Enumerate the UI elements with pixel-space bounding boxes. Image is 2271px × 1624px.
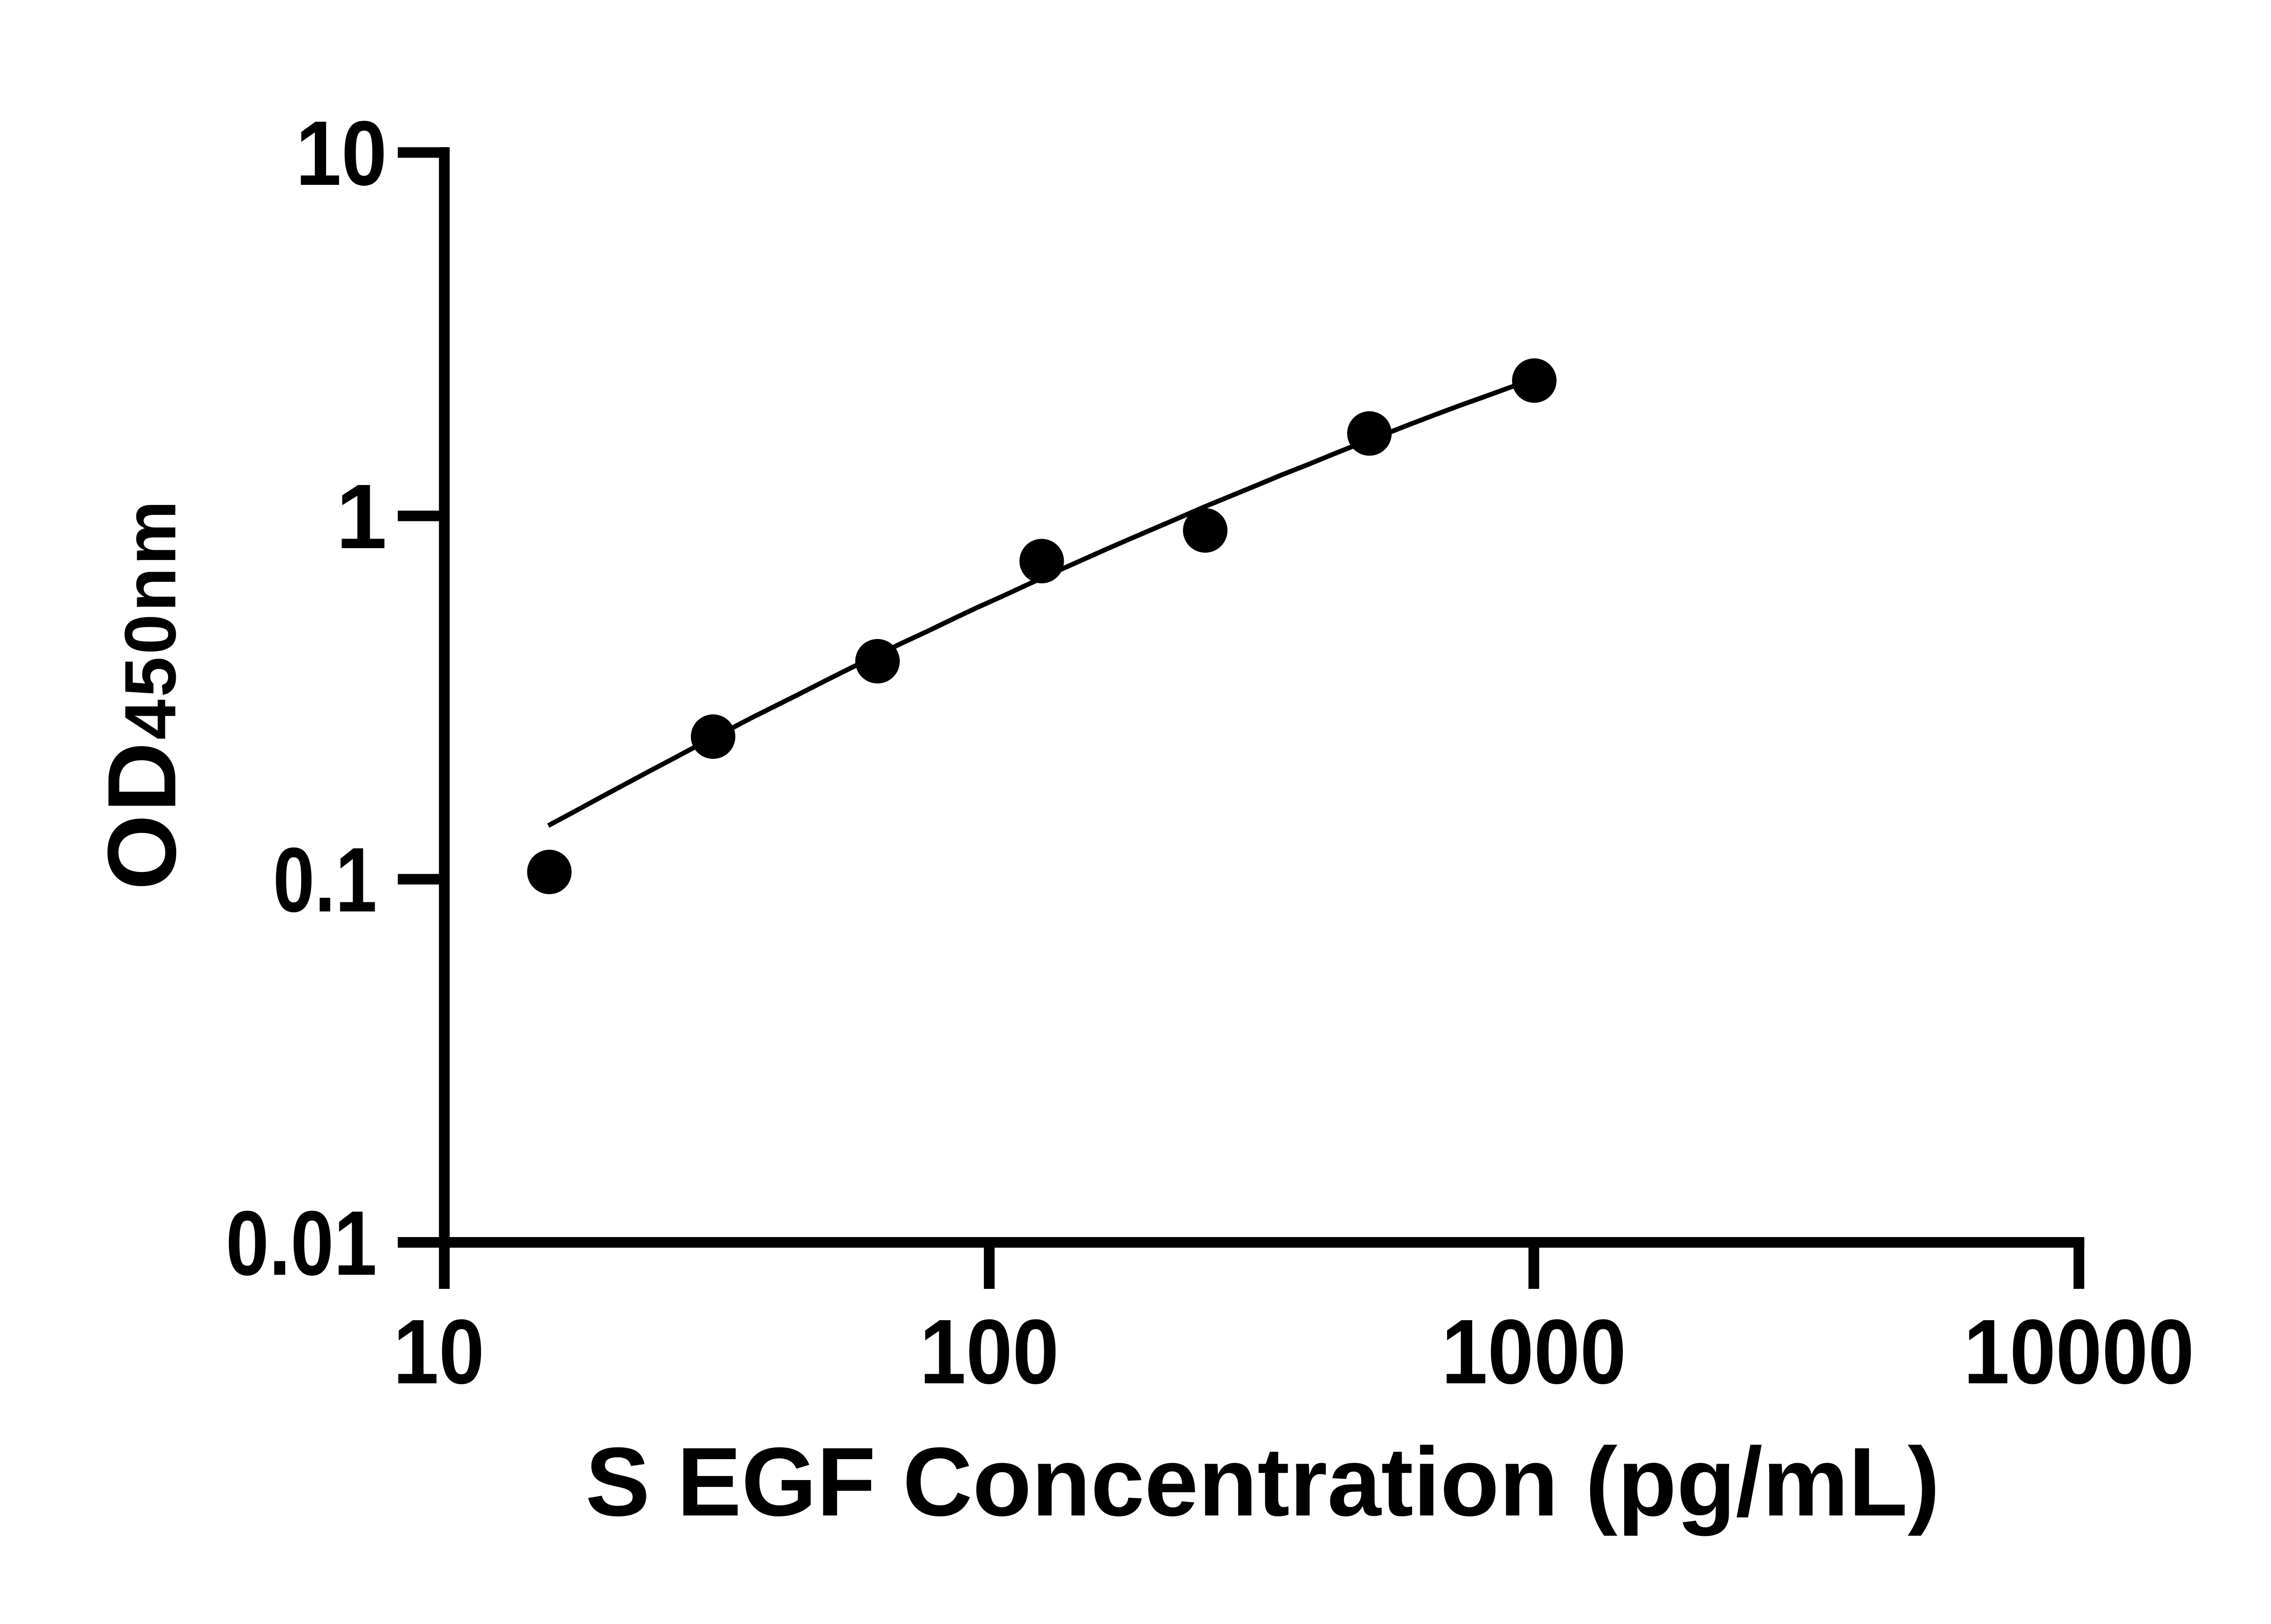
svg-text:10: 10 — [393, 1300, 485, 1403]
svg-text:10000: 10000 — [1964, 1300, 2194, 1403]
svg-text:1: 1 — [336, 465, 387, 568]
svg-text:0.1: 0.1 — [273, 828, 377, 931]
svg-text:0.01: 0.01 — [226, 1192, 377, 1294]
svg-text:OD450nm: OD450nm — [88, 500, 196, 890]
svg-text:S EGF Concentration (pg/mL): S EGF Concentration (pg/mL) — [585, 1427, 1940, 1536]
svg-text:10: 10 — [296, 102, 387, 204]
svg-text:100: 100 — [920, 1300, 1059, 1403]
svg-text:1000: 1000 — [1442, 1300, 1626, 1403]
